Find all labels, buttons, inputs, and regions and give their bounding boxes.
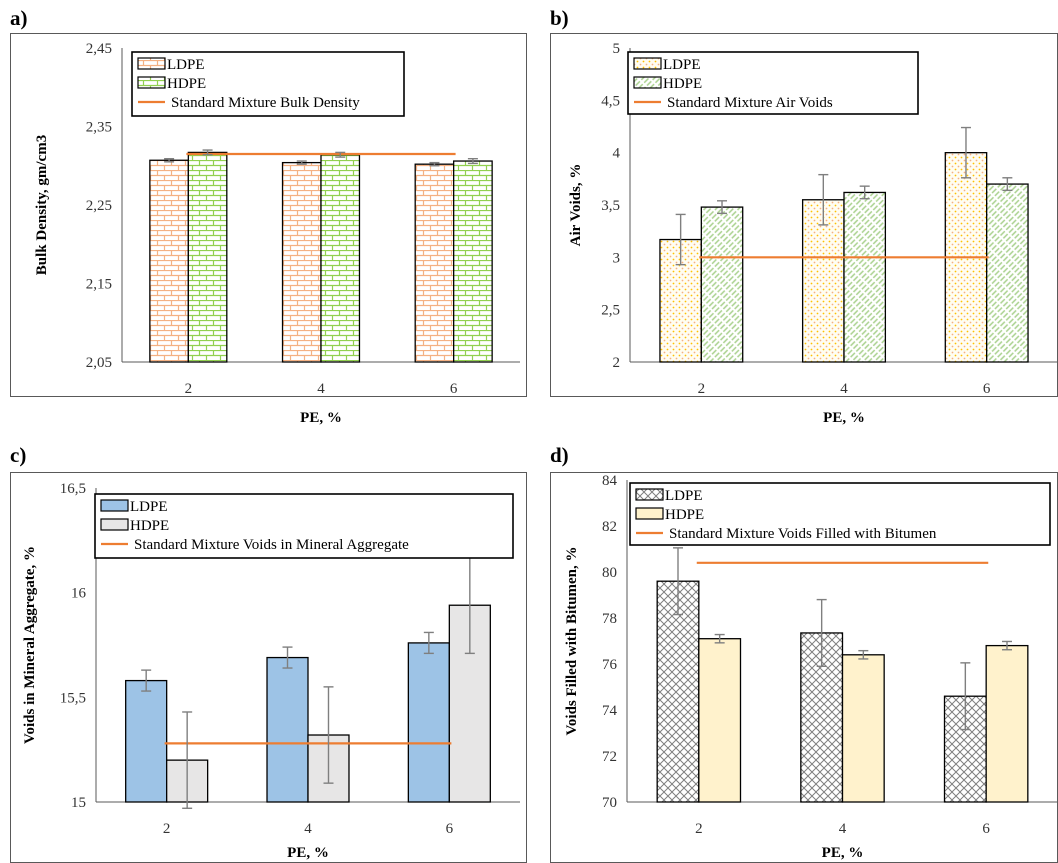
y-axis-title: Bulk Density, gm/cm3 — [34, 135, 50, 275]
legend-label-standard: Standard Mixture Voids in Mineral Aggreg… — [134, 537, 409, 553]
panel-border — [10, 33, 527, 397]
x-axis-title: PE, % — [823, 410, 865, 426]
y-tick-label: 84 — [602, 473, 618, 489]
chart-panel-d: d) 70 72 74 76 78 80 82 84 2 4 6 PE, % Voids Filled w… — [550, 443, 1058, 863]
y-tick-label: 72 — [602, 749, 617, 765]
y-tick-label: 16 — [71, 586, 87, 602]
bar-ldpe-4 — [266, 656, 309, 803]
chart-panel-a: a) 2,05 2,15 2,25 2,35 2,45 2 4 6 PE, % Bulk Densi… — [10, 6, 527, 426]
y-axis-title: Voids in Mineral Aggregate, % — [22, 546, 38, 744]
legend-box — [629, 482, 1051, 546]
x-tick-label: 2 — [163, 821, 171, 837]
bar-hdpe-2 — [187, 151, 228, 363]
x-tick-label: 6 — [446, 821, 454, 837]
legend-swatch-hdpe — [137, 76, 166, 89]
legend-label-ldpe: LDPE — [663, 57, 701, 73]
legend-box — [94, 493, 514, 559]
bar-hdpe-4 — [843, 191, 887, 363]
bar-ldpe-6 — [407, 642, 450, 803]
bar-ldpe-2 — [125, 679, 168, 803]
panel-label: d) — [550, 443, 569, 467]
x-tick-label: 4 — [840, 381, 848, 397]
legend-label-hdpe: HDPE — [130, 518, 169, 534]
x-tick-label: 2 — [695, 821, 703, 837]
bar-hdpe-4 — [841, 654, 885, 803]
legend-swatch-ldpe — [633, 57, 662, 70]
legend-box — [131, 51, 405, 117]
y-tick-label: 2,5 — [601, 303, 620, 319]
legend-swatch-hdpe — [100, 518, 129, 531]
panel-label: c) — [10, 443, 26, 467]
x-tick-label: 4 — [839, 821, 847, 837]
y-axis-title: Voids Filled with Bitumen, % — [564, 546, 580, 735]
x-tick-label: 2 — [185, 381, 193, 397]
chart-panel-c: c) 15 15,5 16 16,5 2 4 6 PE, % Voids in Mineral A… — [10, 443, 527, 863]
legend-swatch-ldpe — [635, 488, 664, 501]
y-tick-label: 80 — [602, 565, 617, 581]
legend-label-standard: Standard Mixture Bulk Density — [171, 95, 360, 111]
bar-hdpe-2 — [698, 638, 742, 803]
y-axis-title: Air Voids, % — [568, 164, 584, 247]
y-tick-label: 15 — [71, 795, 86, 811]
y-tick-label: 82 — [602, 519, 617, 535]
y-tick-label: 2,35 — [86, 120, 112, 136]
legend-label-standard: Standard Mixture Voids Filled with Bitum… — [669, 526, 937, 542]
x-axis-title: PE, % — [300, 410, 342, 426]
y-tick-label: 2 — [613, 355, 621, 371]
legend-label-hdpe: HDPE — [167, 76, 206, 92]
x-tick-label: 6 — [982, 821, 990, 837]
x-axis-title: PE, % — [287, 845, 329, 861]
y-tick-label: 4 — [613, 146, 621, 162]
y-tick-label: 4,5 — [601, 93, 620, 109]
y-tick-label: 2,15 — [86, 277, 112, 293]
y-tick-label: 2,45 — [86, 41, 112, 57]
legend-label-ldpe: LDPE — [130, 499, 168, 515]
x-tick-label: 4 — [304, 821, 312, 837]
legend-label-ldpe: LDPE — [665, 488, 703, 504]
x-axis-title: PE, % — [822, 845, 864, 861]
y-tick-label: 15,5 — [60, 690, 86, 706]
y-tick-label: 16,5 — [60, 481, 86, 497]
y-tick-label: 78 — [602, 611, 617, 627]
legend-box — [627, 51, 919, 115]
y-tick-label: 3,5 — [601, 198, 620, 214]
bar-ldpe-2 — [656, 580, 700, 803]
x-tick-label: 2 — [698, 381, 706, 397]
chart-panel-b: b) 2 2,5 3 3,5 4 4,5 5 2 4 6 PE, % Air Voids, % LDPE H… — [550, 6, 1058, 426]
legend-label-ldpe: LDPE — [167, 57, 205, 73]
bar-ldpe-6 — [414, 163, 455, 363]
x-tick-label: 6 — [983, 381, 991, 397]
legend-swatch-hdpe — [635, 507, 664, 520]
x-tick-label: 6 — [450, 381, 458, 397]
bar-hdpe-6 — [985, 644, 1029, 803]
legend-swatch-hdpe — [633, 76, 662, 89]
y-tick-label: 74 — [602, 703, 618, 719]
legend-swatch-ldpe — [100, 499, 129, 512]
y-tick-label: 76 — [602, 657, 618, 673]
legend-label-hdpe: HDPE — [663, 76, 702, 92]
y-tick-label: 2,25 — [86, 198, 112, 214]
y-tick-label: 3 — [613, 250, 621, 266]
bar-hdpe-6 — [986, 183, 1029, 363]
x-tick-label: 4 — [317, 381, 325, 397]
bar-ldpe-2 — [149, 159, 189, 363]
bar-hdpe-4 — [320, 154, 361, 363]
bar-hdpe-6 — [453, 160, 493, 363]
y-tick-label: 5 — [613, 41, 621, 57]
bar-ldpe-4 — [281, 161, 322, 363]
legend-label-hdpe: HDPE — [665, 507, 704, 523]
legend-swatch-ldpe — [137, 57, 166, 70]
panel-label: b) — [550, 6, 569, 30]
legend-label-standard: Standard Mixture Air Voids — [667, 95, 833, 111]
bar-hdpe-2 — [700, 206, 744, 363]
y-tick-label: 70 — [602, 795, 617, 811]
y-tick-label: 2,05 — [86, 355, 112, 371]
panel-label: a) — [10, 6, 28, 30]
